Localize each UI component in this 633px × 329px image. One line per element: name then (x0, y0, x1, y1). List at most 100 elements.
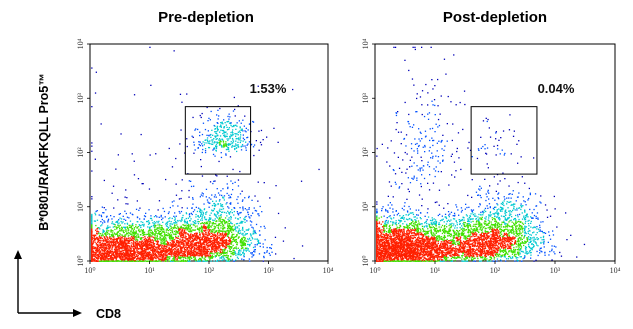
event-dot (173, 200, 175, 202)
event-dot (137, 235, 140, 237)
event-dot (164, 253, 167, 255)
event-dot (215, 235, 217, 237)
event-dot (144, 215, 147, 218)
event-dot (146, 248, 148, 251)
event-dot (168, 252, 171, 254)
event-dot (129, 237, 131, 239)
event-dot (201, 256, 203, 258)
event-dot (190, 212, 192, 214)
event-dot (119, 256, 121, 258)
event-dot (193, 229, 195, 231)
event-dot (212, 244, 214, 247)
event-dot (107, 237, 109, 239)
event-dot (91, 229, 93, 231)
event-dot (257, 200, 259, 202)
event-dot (133, 256, 135, 259)
event-dot (222, 250, 224, 253)
event-dot (244, 216, 246, 218)
event-dot (156, 240, 158, 242)
event-dot (212, 249, 214, 251)
event-dot (102, 245, 104, 247)
event-dot (203, 253, 205, 255)
event-dot (202, 235, 204, 237)
event-dot (201, 253, 203, 255)
event-dot (153, 255, 155, 257)
event-dot (155, 246, 157, 248)
event-dot (128, 232, 130, 234)
event-dot (182, 242, 184, 245)
event-dot (195, 222, 197, 224)
event-dot (171, 229, 174, 231)
event-dot (147, 220, 150, 222)
event-dot (202, 236, 205, 238)
event-dot (225, 246, 227, 249)
event-dot (227, 187, 229, 190)
event-dot (182, 216, 184, 219)
event-dot (222, 226, 224, 228)
event-dot (144, 258, 146, 260)
event-dot (92, 241, 95, 243)
event-dot (100, 236, 102, 238)
event-dot (91, 237, 93, 239)
event-dot (257, 213, 259, 215)
event-dot (241, 239, 243, 241)
event-dot (183, 224, 185, 226)
event-dot (194, 226, 197, 228)
event-dot (226, 254, 228, 256)
event-dot (196, 232, 198, 234)
event-dot (235, 239, 237, 241)
event-dot (223, 254, 225, 257)
event-dot (114, 248, 116, 250)
event-dot (93, 253, 95, 256)
event-dot (221, 239, 224, 241)
event-dot (177, 245, 180, 247)
event-dot (134, 260, 136, 262)
event-dot (259, 242, 261, 244)
event-dot (132, 244, 134, 246)
event-dot (233, 239, 236, 241)
event-dot (151, 253, 153, 255)
event-dot (194, 224, 196, 226)
event-dot (165, 255, 167, 257)
event-dot (133, 231, 135, 233)
event-dot (102, 212, 104, 214)
event-dot (217, 227, 220, 230)
event-dot (101, 252, 103, 254)
event-dot (234, 240, 236, 242)
event-dot (171, 250, 173, 252)
event-dot (190, 218, 192, 220)
event-dot (134, 242, 136, 244)
event-dot (110, 260, 112, 262)
event-dot (210, 230, 213, 232)
event-dot (152, 233, 154, 236)
event-dot (144, 250, 146, 252)
event-dot (141, 241, 143, 243)
event-dot (156, 216, 158, 218)
event-dot (105, 234, 107, 236)
event-dot (126, 238, 128, 240)
event-dot (186, 259, 189, 261)
event-dot (159, 260, 162, 262)
event-dot (98, 248, 100, 251)
event-dot (132, 254, 134, 256)
event-dot (178, 242, 180, 245)
event-dot (124, 210, 126, 212)
event-dot (203, 260, 205, 262)
event-dot (261, 211, 263, 213)
event-dot (227, 139, 229, 142)
event-dot (212, 223, 214, 225)
event-dot (160, 241, 162, 243)
event-dot (201, 217, 203, 219)
event-dot (120, 247, 122, 249)
event-dot (175, 244, 177, 246)
event-dot (176, 246, 178, 248)
event-dot (91, 235, 93, 237)
event-dot (177, 251, 179, 254)
event-dot (229, 258, 231, 260)
event-dot (233, 214, 235, 216)
event-dot (163, 249, 165, 251)
event-dot (142, 260, 145, 262)
event-dot (241, 237, 244, 239)
event-dot (143, 260, 146, 262)
event-dot (92, 242, 94, 245)
